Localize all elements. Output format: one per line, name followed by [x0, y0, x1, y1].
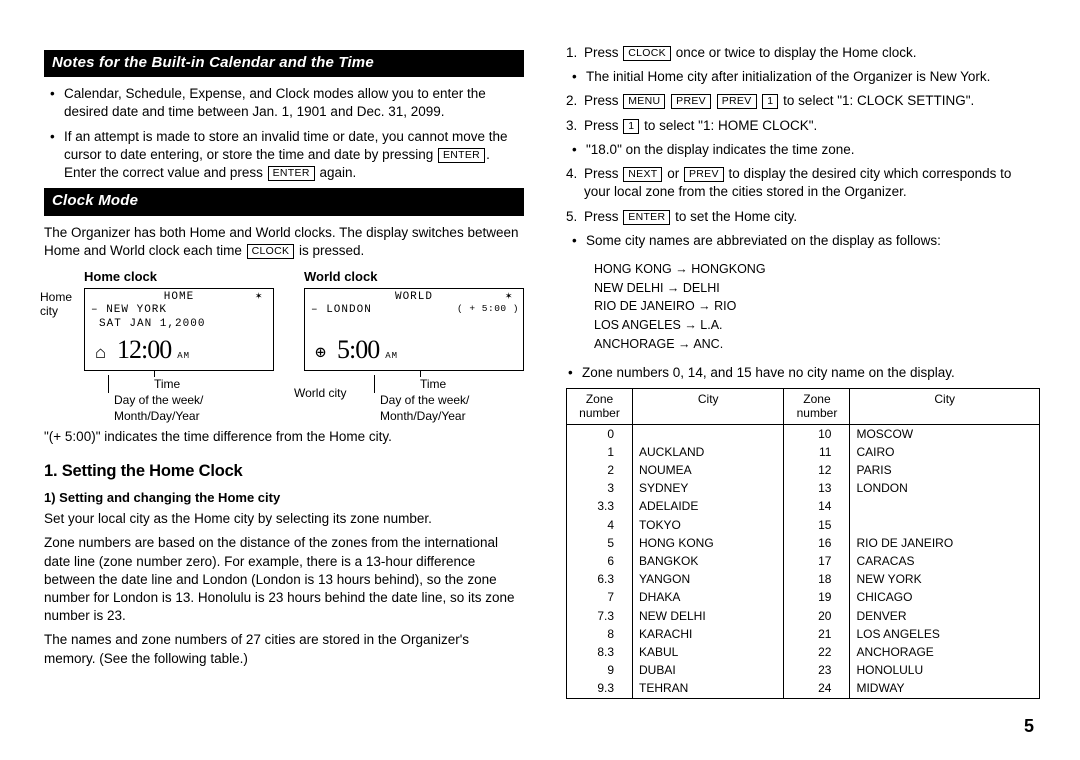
setting-home-city-subheading: 1) Setting and changing the Home city	[44, 489, 524, 507]
one-key: 1	[762, 94, 778, 109]
zone-table: Zone number City Zone number City 010MOS…	[566, 388, 1040, 699]
star-icon: ✶	[255, 291, 263, 305]
prev-key: PREV	[717, 94, 757, 109]
table-row: 5HONG KONG16RIO DE JANEIRO	[567, 534, 1040, 552]
enter-key: ENTER	[268, 166, 315, 181]
home-time: 12:00	[117, 334, 171, 367]
home-clock-lcd: HOME ✶ – NEW YORK SAT JAN 1,2000 ⌂ 12:00…	[84, 288, 274, 372]
table-row: 010MOSCOW	[567, 424, 1040, 443]
table-row: 8KARACHI21LOS ANGELES	[567, 625, 1040, 643]
zone-note: Zone numbers 0, 14, and 15 have no city …	[582, 364, 1040, 382]
step-1-note: The initial Home city after initializati…	[586, 68, 1040, 86]
enter-key: ENTER	[438, 148, 485, 163]
step-5-note: Some city names are abbreviated on the d…	[586, 232, 1040, 250]
world-clock-title: World clock	[294, 268, 524, 286]
home-clock-block: Home clock Home city HOME ✶ – NEW YORK S…	[44, 268, 274, 424]
abbrev-list: HONG KONG → HONGKONG NEW DELHI → DELHI R…	[566, 256, 1040, 360]
step-3: 3. Press 1 to select "1: HOME CLOCK". "1…	[584, 117, 1040, 159]
next-key: NEXT	[623, 167, 662, 182]
world-city-label: World city	[294, 371, 350, 424]
table-row: 2NOUMEA12PARIS	[567, 461, 1040, 479]
home-clock-title: Home clock	[44, 268, 274, 286]
set-home-p2: Zone numbers are based on the distance o…	[44, 534, 524, 625]
table-row: 9DUBAI23HONOLULU	[567, 661, 1040, 679]
table-row: 3SYDNEY13LONDON	[567, 479, 1040, 497]
offset-note: "(+ 5:00)" indicates the time difference…	[44, 428, 524, 446]
prev-key: PREV	[671, 94, 711, 109]
clockmode-intro: The Organizer has both Home and World cl…	[44, 224, 524, 260]
note-item: Calendar, Schedule, Expense, and Clock m…	[64, 85, 524, 121]
step-2: 2. Press MENU PREV PREV 1 to select "1: …	[584, 92, 1040, 110]
th-city: City	[633, 388, 784, 424]
clock-key: CLOCK	[623, 46, 671, 61]
home-city-label: Home city	[40, 290, 84, 319]
step-5: 5. Press ENTER to set the Home city. Som…	[584, 208, 1040, 250]
world-clock-underlabels: Time Day of the week/ Month/Day/Year	[350, 377, 469, 424]
step-1: 1. Press CLOCK once or twice to display …	[584, 44, 1040, 86]
table-row: 3.3ADELAIDE14	[567, 497, 1040, 515]
home-clock-underlabels: Time Day of the week/ Month/Day/Year	[84, 377, 274, 424]
menu-key: MENU	[623, 94, 665, 109]
world-clock-lcd: WORLD ✶ – LONDON ( + 5:00 ) ⊕ 5:00 AM	[304, 288, 524, 372]
th-zone: Zone number	[784, 388, 850, 424]
notes-list: Calendar, Schedule, Expense, and Clock m…	[44, 85, 524, 182]
home-icon: ⌂	[91, 343, 111, 366]
left-column: Notes for the Built-in Calendar and the …	[44, 44, 524, 699]
clock-key: CLOCK	[247, 244, 295, 259]
table-row: 7DHAKA19CHICAGO	[567, 588, 1040, 606]
table-row: 9.3TEHRAN24MIDWAY	[567, 679, 1040, 698]
world-clock-block: World clock WORLD ✶ – LONDON ( + 5:00 ) …	[294, 268, 524, 424]
table-row: 8.3KABUL22ANCHORAGE	[567, 643, 1040, 661]
step-3-note: "18.0" on the display indicates the time…	[586, 141, 1040, 159]
world-time: 5:00	[337, 334, 379, 367]
note-item: If an attempt is made to store an invali…	[64, 128, 524, 183]
setting-home-clock-heading: 1. Setting the Home Clock	[44, 460, 524, 482]
table-row: 4TOKYO15	[567, 516, 1040, 534]
right-column: 1. Press CLOCK once or twice to display …	[566, 44, 1040, 699]
step-4: 4. Press NEXT or PREV to display the des…	[584, 165, 1040, 201]
table-row: 1AUCKLAND11CAIRO	[567, 443, 1040, 461]
enter-key: ENTER	[623, 210, 670, 225]
th-city: City	[850, 388, 1040, 424]
table-row: 6.3YANGON18NEW YORK	[567, 570, 1040, 588]
set-home-p1: Set your local city as the Home city by …	[44, 510, 524, 528]
prev-key: PREV	[684, 167, 724, 182]
setup-steps: 1. Press CLOCK once or twice to display …	[566, 44, 1040, 250]
section-clockmode-header: Clock Mode	[44, 188, 524, 215]
section-notes-header: Notes for the Built-in Calendar and the …	[44, 50, 524, 77]
one-key: 1	[623, 119, 639, 134]
clock-diagrams: Home clock Home city HOME ✶ – NEW YORK S…	[44, 268, 524, 424]
th-zone: Zone number	[567, 388, 633, 424]
globe-icon: ⊕	[311, 343, 331, 366]
table-row: 6BANGKOK17CARACAS	[567, 552, 1040, 570]
set-home-p3: The names and zone numbers of 27 cities …	[44, 631, 524, 667]
table-row: 7.3NEW DELHI20DENVER	[567, 607, 1040, 625]
page-number: 5	[1024, 714, 1034, 738]
